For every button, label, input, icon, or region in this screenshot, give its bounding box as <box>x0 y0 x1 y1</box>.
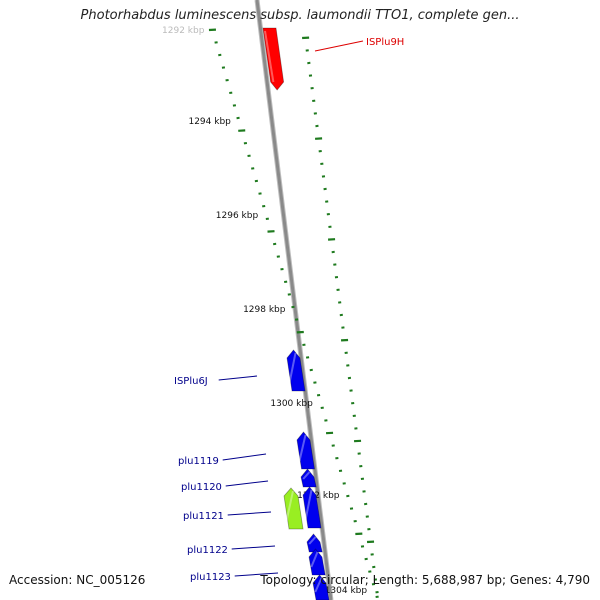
feature-label: plu1123 <box>190 572 231 583</box>
feature-plu1123-shine <box>310 551 319 568</box>
label-leader <box>314 40 364 52</box>
label-leader <box>234 572 279 577</box>
feature-plu1120-shine <box>302 471 311 480</box>
feature-label: plu1121 <box>183 511 224 522</box>
sequence-summary: Topology: circular; Length: 5,688,987 bp… <box>260 573 590 587</box>
feature-plu1119 <box>296 431 316 470</box>
ruler-label: 1292 kbp <box>162 26 205 36</box>
ruler-label: 1300 kbp <box>270 399 313 409</box>
feature-ISPlu6J-shine <box>288 352 297 384</box>
feature-plu1121 <box>302 486 322 529</box>
label-leader <box>225 480 269 487</box>
backbone-line <box>255 0 333 600</box>
label-leader <box>231 545 276 550</box>
feature-label: plu1120 <box>181 482 222 493</box>
ruler-label: 1302 kbp <box>297 491 340 501</box>
feature-highlighted-gene <box>283 487 304 530</box>
feature-highlighted-gene-shine <box>285 490 294 522</box>
ruler-label: 1294 kbp <box>188 117 231 127</box>
feature-plu1121-shine <box>304 489 313 521</box>
feature-ISPlu9H-shine <box>264 30 275 83</box>
ruler-label: 1296 kbp <box>216 211 259 221</box>
ruler-label: 1304 kbp <box>325 586 368 596</box>
ruler-label: 1298 kbp <box>243 305 286 315</box>
feature-next-gene-shine <box>314 577 323 593</box>
label-leader <box>218 375 258 381</box>
map-title: Photorhabdus luminescens subsp. laumondi… <box>80 8 520 23</box>
feature-plu1119-shine <box>298 434 307 462</box>
feature-label: plu1119 <box>178 456 219 467</box>
accession-label: Accession: NC_005126 <box>9 573 146 587</box>
feature-ISPlu9H <box>262 27 285 91</box>
feature-label: ISPlu9H <box>366 37 404 48</box>
feature-ISPlu6J <box>286 349 306 392</box>
feature-label: ISPlu6J <box>174 376 208 387</box>
feature-plu1123 <box>308 548 326 576</box>
feature-next-gene <box>312 574 330 600</box>
feature-label: plu1122 <box>187 545 228 556</box>
label-leader <box>227 511 272 516</box>
label-leader <box>222 453 267 461</box>
feature-plu1120 <box>300 468 317 488</box>
feature-plu1122-shine <box>308 536 317 545</box>
